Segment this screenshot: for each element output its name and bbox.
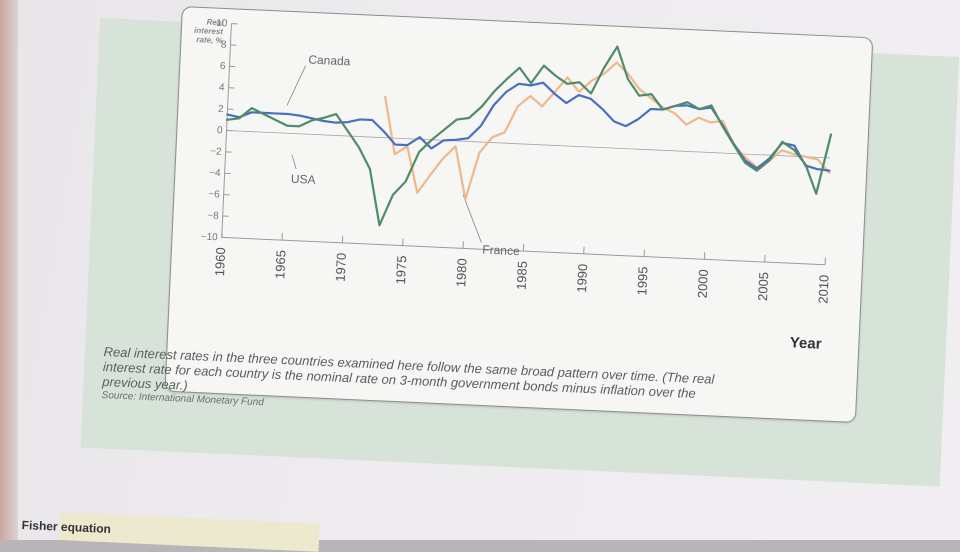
y-tick-label: −8 (207, 210, 219, 222)
y-tick-label: −6 (208, 189, 220, 201)
x-tick-label: 1960 (212, 247, 228, 277)
x-tick-label: 1995 (634, 266, 650, 296)
series-label-france: France (482, 243, 520, 259)
x-axis-label: Year (789, 334, 822, 352)
series-label-usa: USA (291, 172, 316, 187)
page-edge (0, 0, 18, 540)
x-tick-label: 2000 (695, 269, 711, 299)
y-tick-label: 2 (218, 104, 224, 115)
series-label-canada: Canada (308, 53, 351, 69)
x-tick-label: 1990 (574, 263, 590, 293)
y-tick-label: −10 (200, 231, 218, 243)
y-tick-label: −4 (209, 168, 221, 180)
y-tick-label: −2 (210, 146, 222, 158)
y-axis-label: Realinterestrate, % (194, 17, 225, 45)
series-line-france (381, 52, 834, 216)
x-tick-label: 1985 (514, 261, 530, 291)
leader-line-france (461, 195, 484, 243)
x-tick-label: 1965 (272, 250, 288, 280)
leader-line-usa (291, 155, 296, 169)
y-tick-label: 6 (220, 61, 226, 72)
y-tick-label: 4 (219, 82, 225, 93)
x-tick-label: 1970 (333, 253, 349, 283)
x-tick-label: 2010 (815, 274, 831, 304)
x-tick-label: 2005 (755, 272, 771, 302)
x-tick-label: 1980 (453, 258, 469, 288)
x-tick-label: 1975 (393, 255, 409, 285)
chart-labels: Realinterestrate, % Year Canada USA Fran… (181, 17, 835, 353)
y-tick-label: 0 (217, 125, 223, 136)
y-axis-label-line: rate, % (196, 35, 223, 45)
leader-line-canada (287, 65, 306, 106)
